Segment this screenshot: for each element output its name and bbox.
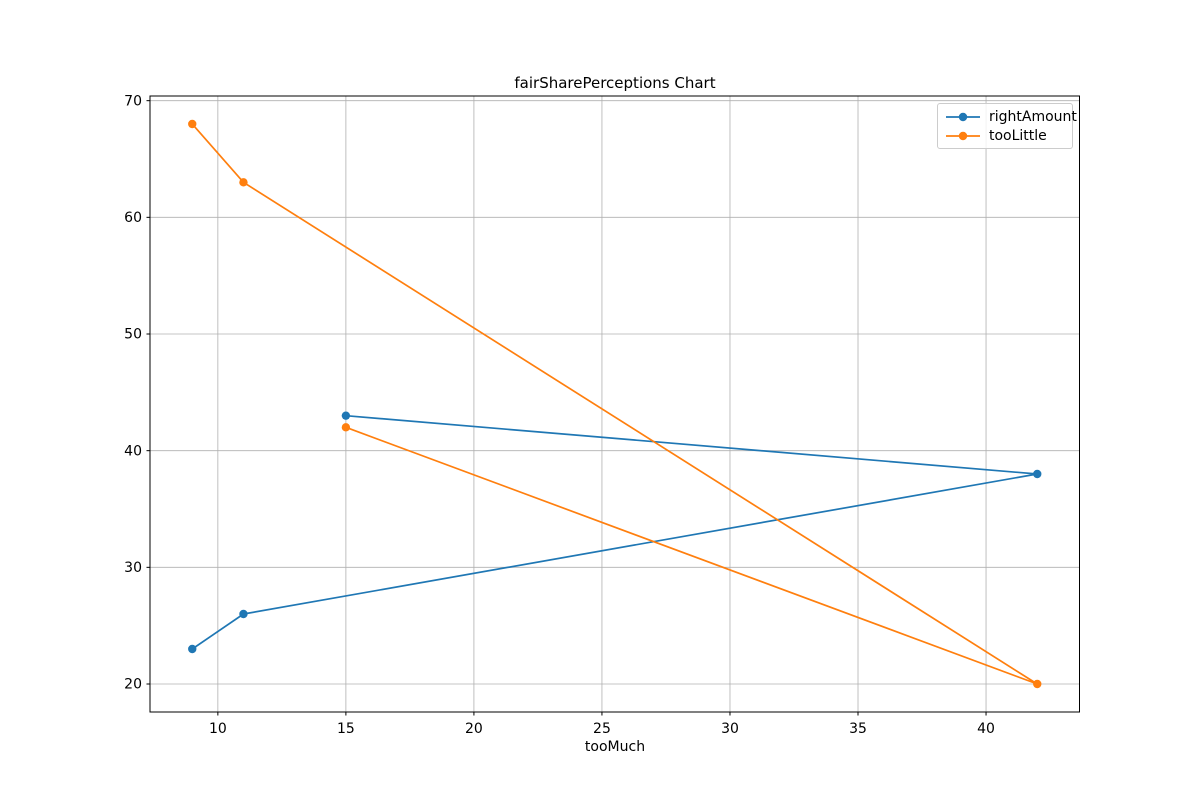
x-tick-label-35: 35 <box>849 721 867 737</box>
y-tick-label-50: 50 <box>124 327 142 343</box>
y-tick-label-70: 70 <box>124 93 142 109</box>
y-tick-label-20: 20 <box>124 677 142 693</box>
x-tick-label-15: 15 <box>337 721 355 737</box>
x-tick-label-30: 30 <box>721 721 739 737</box>
series-line-tooLittle <box>191 123 1039 685</box>
x-tick-label-40: 40 <box>977 721 995 737</box>
y-tick-label-60: 60 <box>124 210 142 226</box>
data-point-rightAmount-1 <box>239 609 248 619</box>
data-point-rightAmount-2 <box>1033 469 1042 479</box>
legend-item-rightamount: rightAmount <box>945 109 1077 125</box>
legend-marker <box>958 131 968 140</box>
data-point-rightAmount-3 <box>341 411 351 420</box>
series-line-rightAmount <box>191 414 1039 650</box>
data-point-tooLittle-0 <box>188 119 197 129</box>
y-tick-label-40: 40 <box>124 443 142 459</box>
legend-item-toolittle: tooLittle <box>945 128 1065 144</box>
x-tick-label-10: 10 <box>209 721 227 737</box>
legend-line-sample-icon <box>946 112 980 121</box>
legend-label-toolittle: tooLittle <box>989 127 1047 144</box>
x-tick-label-25: 25 <box>593 721 611 737</box>
x-tick-label-20: 20 <box>465 721 483 737</box>
data-point-rightAmount-0 <box>188 644 197 654</box>
legend-line-sample-icon <box>946 131 980 140</box>
plot-border <box>149 95 1080 713</box>
chart-title: fairSharePerceptions Chart <box>514 74 716 92</box>
data-point-tooLittle-3 <box>341 423 351 432</box>
x-axis-label: tooMuch <box>584 739 646 755</box>
data-point-tooLittle-2 <box>1033 679 1042 689</box>
legend-label-rightamount: rightAmount <box>989 108 1077 125</box>
legend-marker <box>958 112 968 121</box>
legend: rightAmount tooLittle <box>937 103 1077 149</box>
y-tick-label-30: 30 <box>124 560 142 576</box>
data-point-tooLittle-1 <box>239 178 248 187</box>
